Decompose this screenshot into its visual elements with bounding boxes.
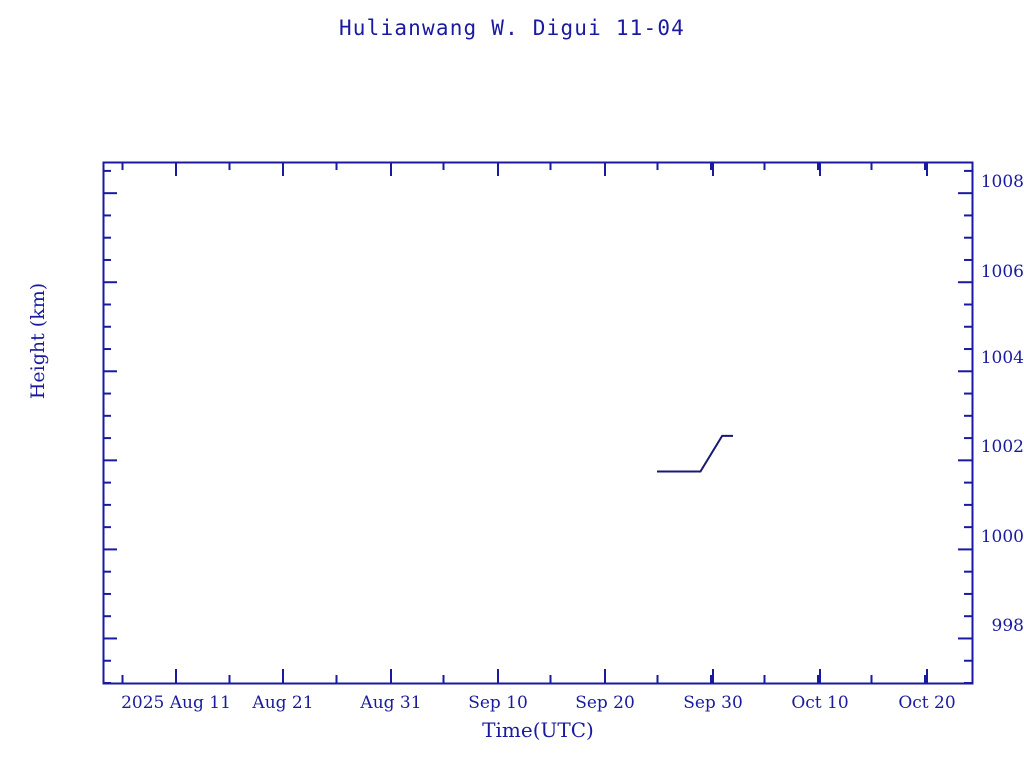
y-tick-label: 1000 <box>980 527 1024 547</box>
data-series-line <box>656 434 734 473</box>
x-tick-label: 2025 Aug 11 <box>121 693 231 713</box>
x-tick-label: Sep 10 <box>468 693 528 713</box>
y-tick-label: 1002 <box>980 437 1024 457</box>
x-tick-label: Sep 20 <box>575 693 635 713</box>
axis-ticks <box>103 162 972 684</box>
y-tick-label: 1008 <box>980 172 1024 192</box>
x-tick-label: Aug 31 <box>360 693 422 713</box>
page-title: Hulianwang W. Digui 11-04 <box>338 16 686 40</box>
x-tick-label: Oct 10 <box>791 693 849 713</box>
y-tick-label: 1006 <box>980 262 1024 282</box>
x-tick-label: Sep 30 <box>683 693 743 713</box>
axis-frame <box>102 161 974 685</box>
x-tick-label: Aug 21 <box>252 693 314 713</box>
y-tick-label: 1004 <box>980 348 1024 368</box>
y-tick-label: 998 <box>991 616 1024 636</box>
x-tick-label: Oct 20 <box>898 693 956 713</box>
x-axis-title: Time(UTC) <box>482 718 594 742</box>
